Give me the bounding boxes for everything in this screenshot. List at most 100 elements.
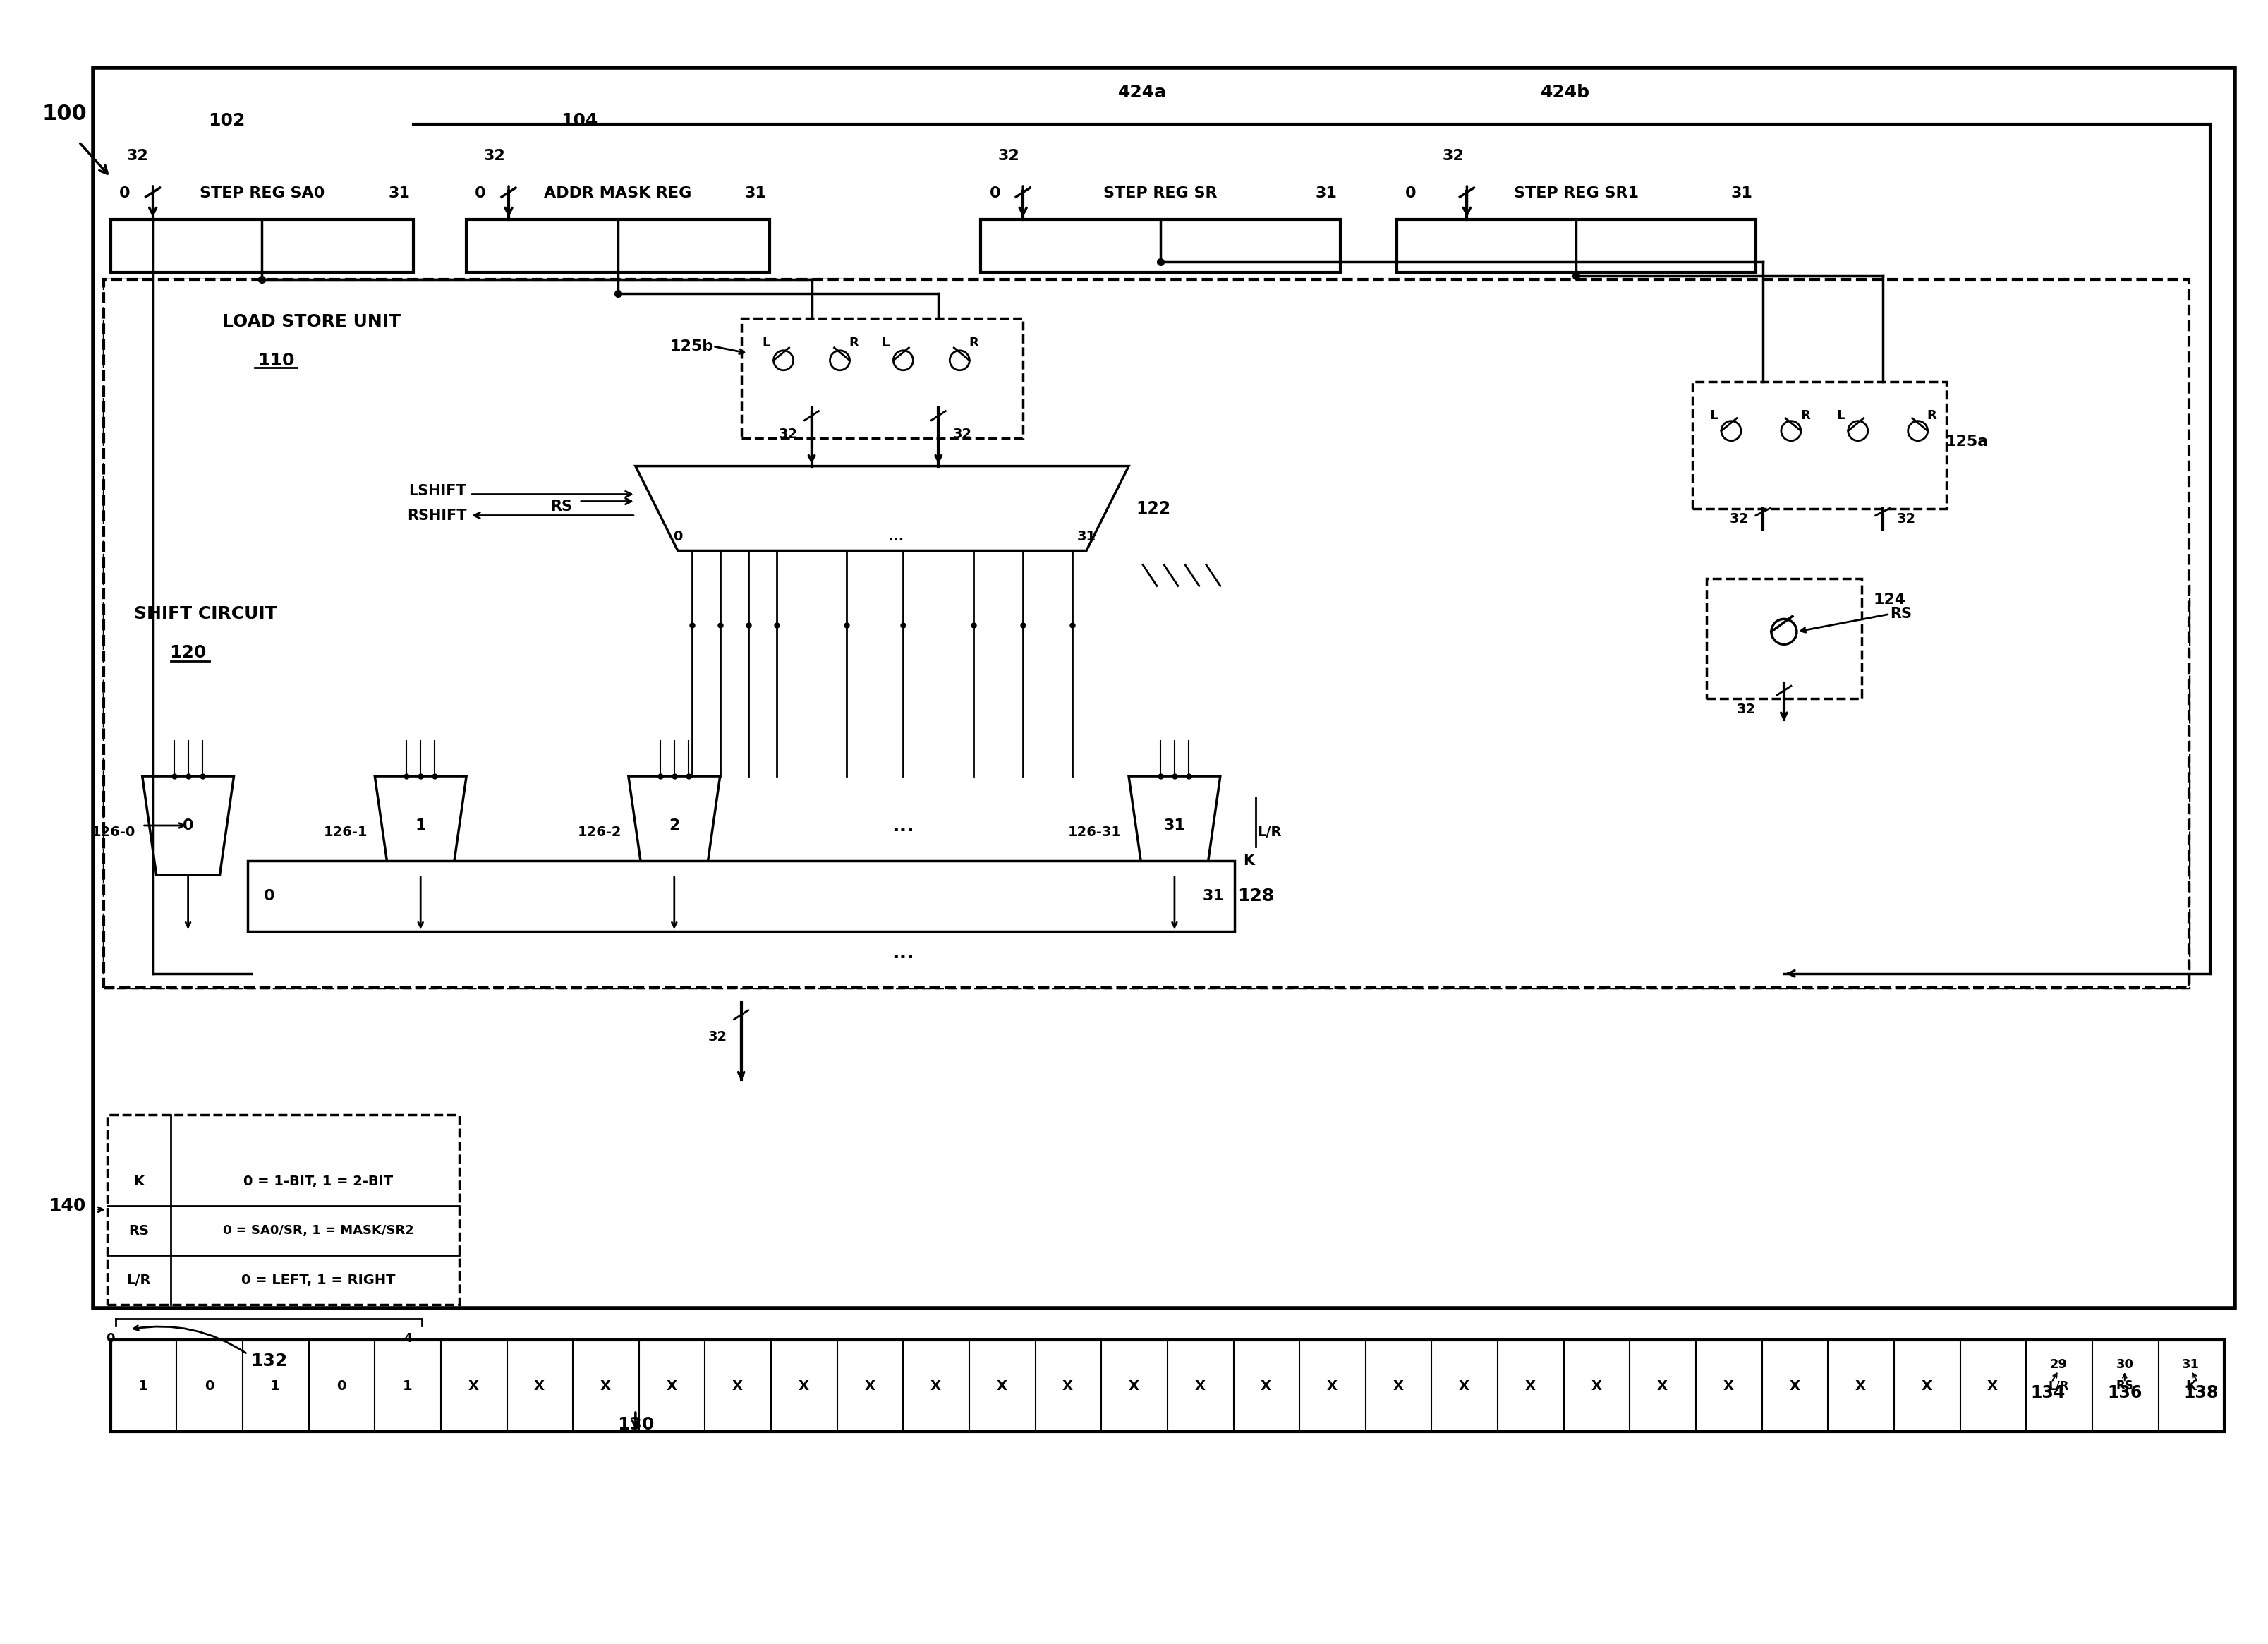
Text: 30: 30 — [2116, 1358, 2134, 1371]
Text: SHIFT CIRCUIT: SHIFT CIRCUIT — [134, 605, 277, 623]
Text: 126-1: 126-1 — [324, 825, 367, 840]
Text: L: L — [762, 337, 769, 349]
Text: ADDR MASK REG: ADDR MASK REG — [544, 186, 692, 201]
Text: X: X — [1129, 1379, 1139, 1392]
Text: X: X — [533, 1379, 544, 1392]
Text: 32: 32 — [127, 150, 147, 163]
Text: 126-0: 126-0 — [91, 825, 136, 840]
Text: 31: 31 — [1077, 529, 1095, 543]
Text: 1: 1 — [138, 1379, 147, 1392]
Text: X: X — [733, 1379, 744, 1392]
Text: RS: RS — [1889, 607, 1912, 621]
Text: 0: 0 — [474, 186, 485, 201]
Text: 0: 0 — [181, 819, 193, 832]
Text: 0 = SA0/SR, 1 = MASK/SR2: 0 = SA0/SR, 1 = MASK/SR2 — [222, 1225, 415, 1236]
FancyBboxPatch shape — [111, 1340, 2225, 1432]
Text: RS: RS — [551, 500, 572, 513]
Text: 424b: 424b — [1540, 84, 1590, 100]
Text: 32: 32 — [708, 1031, 728, 1044]
Text: 138: 138 — [2184, 1384, 2218, 1401]
Text: K: K — [134, 1175, 145, 1189]
Text: STEP REG SR: STEP REG SR — [1105, 186, 1218, 201]
Text: 31: 31 — [744, 186, 767, 201]
Polygon shape — [635, 467, 1129, 551]
FancyBboxPatch shape — [104, 279, 900, 582]
Text: X: X — [1855, 1379, 1867, 1392]
Text: 32: 32 — [483, 150, 506, 163]
Text: 0: 0 — [120, 186, 129, 201]
Text: X: X — [798, 1379, 810, 1392]
Text: 125b: 125b — [669, 339, 714, 353]
Text: 120: 120 — [170, 644, 206, 661]
Text: 136: 136 — [2107, 1384, 2141, 1401]
Text: X: X — [930, 1379, 941, 1392]
Text: 102: 102 — [209, 112, 245, 130]
Polygon shape — [374, 776, 467, 875]
Text: 32: 32 — [953, 427, 971, 441]
Text: 126-2: 126-2 — [578, 825, 621, 840]
Text: 31: 31 — [1202, 889, 1225, 903]
Text: X: X — [1261, 1379, 1272, 1392]
Text: X: X — [996, 1379, 1007, 1392]
Text: X: X — [1590, 1379, 1601, 1392]
FancyBboxPatch shape — [980, 219, 1340, 273]
Text: STEP REG SA0: STEP REG SA0 — [200, 186, 324, 201]
Text: 32: 32 — [1737, 702, 1755, 715]
Text: 130: 130 — [617, 1415, 653, 1434]
FancyBboxPatch shape — [93, 67, 2234, 1309]
Text: 140: 140 — [50, 1197, 86, 1215]
Text: 0: 0 — [336, 1379, 345, 1392]
Text: X: X — [601, 1379, 610, 1392]
Text: RS: RS — [129, 1225, 150, 1238]
Text: 132: 132 — [249, 1353, 288, 1369]
Text: 124: 124 — [1873, 593, 1905, 607]
FancyBboxPatch shape — [1397, 219, 1755, 273]
Text: 110: 110 — [259, 352, 295, 368]
Text: K: K — [2186, 1379, 2195, 1392]
Text: 31: 31 — [2182, 1358, 2200, 1371]
Text: 31: 31 — [1315, 186, 1336, 201]
Text: L/R: L/R — [2048, 1379, 2068, 1392]
Text: R: R — [848, 337, 860, 349]
Text: 128: 128 — [1236, 888, 1275, 904]
Text: L: L — [1710, 409, 1717, 423]
Text: L: L — [882, 337, 889, 349]
Text: 32: 32 — [1730, 513, 1749, 526]
Text: 32: 32 — [1896, 513, 1916, 526]
FancyBboxPatch shape — [247, 861, 1234, 931]
Text: L: L — [1837, 409, 1844, 423]
Text: 424a: 424a — [1118, 84, 1168, 100]
Text: STEP REG SR1: STEP REG SR1 — [1513, 186, 1637, 201]
FancyBboxPatch shape — [1706, 579, 1862, 699]
Text: X: X — [1658, 1379, 1667, 1392]
Text: R: R — [1801, 409, 1810, 423]
Text: X: X — [1789, 1379, 1801, 1392]
Text: X: X — [1724, 1379, 1733, 1392]
Text: 0: 0 — [204, 1379, 213, 1392]
Text: 29: 29 — [2050, 1358, 2068, 1371]
Text: 1: 1 — [401, 1379, 413, 1392]
Text: ...: ... — [889, 529, 905, 543]
FancyBboxPatch shape — [107, 1115, 460, 1305]
Text: 32: 32 — [778, 427, 798, 441]
Polygon shape — [628, 776, 719, 875]
Text: ...: ... — [891, 942, 914, 962]
Text: L/R: L/R — [1256, 825, 1281, 840]
Text: 31: 31 — [1730, 186, 1753, 201]
Text: X: X — [1393, 1379, 1404, 1392]
Text: 125a: 125a — [1946, 434, 1989, 449]
Text: 0 = LEFT, 1 = RIGHT: 0 = LEFT, 1 = RIGHT — [240, 1274, 395, 1287]
Text: 100: 100 — [43, 104, 86, 123]
Text: X: X — [1061, 1379, 1073, 1392]
Text: ...: ... — [891, 815, 914, 835]
Text: 32: 32 — [1442, 150, 1463, 163]
Text: 1: 1 — [270, 1379, 279, 1392]
Text: X: X — [1195, 1379, 1204, 1392]
Text: 0: 0 — [107, 1332, 116, 1345]
Text: 122: 122 — [1136, 500, 1170, 516]
Text: X: X — [1458, 1379, 1470, 1392]
Text: 31: 31 — [388, 186, 411, 201]
FancyBboxPatch shape — [742, 317, 1023, 437]
Text: X: X — [1524, 1379, 1535, 1392]
Text: X: X — [1987, 1379, 1998, 1392]
